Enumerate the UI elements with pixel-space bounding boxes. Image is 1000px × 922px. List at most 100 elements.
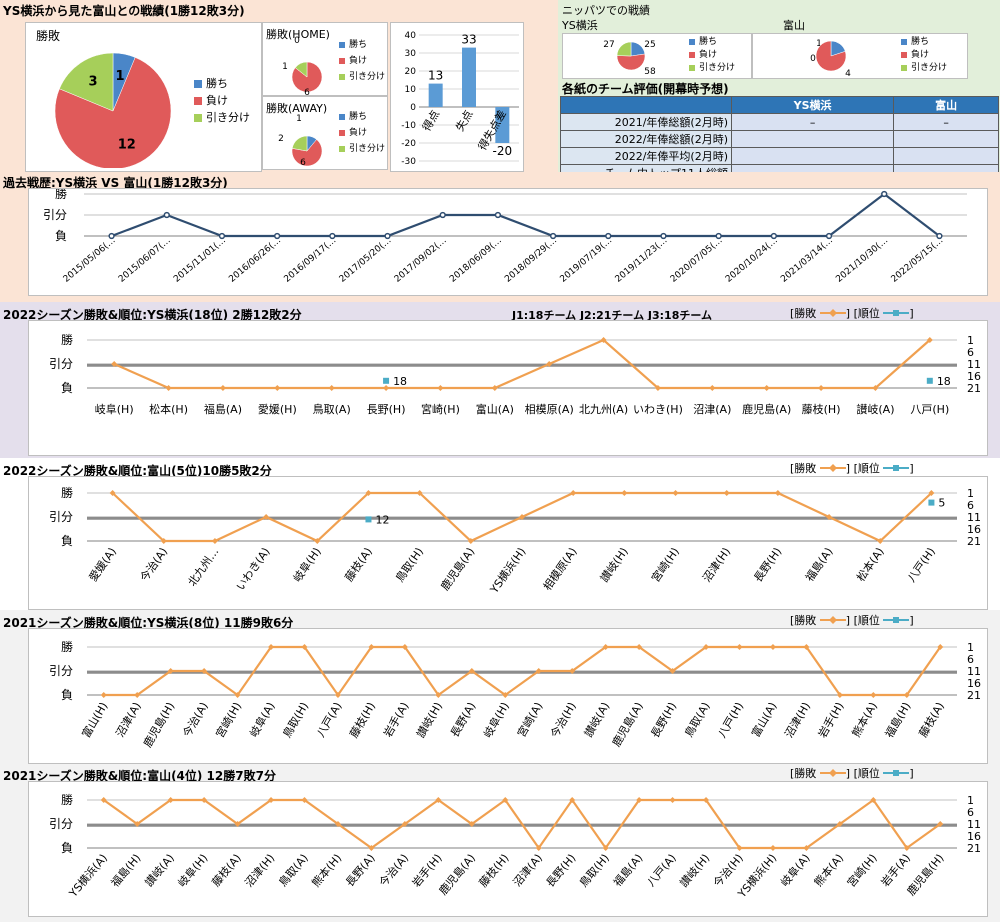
result-line xyxy=(103,645,942,697)
result-point xyxy=(263,514,270,520)
pie-label-loss: 12 xyxy=(118,138,136,153)
pie-label-draw: 27 xyxy=(603,40,614,50)
result-line xyxy=(113,338,931,390)
toyama2022-legend: [勝敗 ] [順位 ] xyxy=(790,462,914,475)
result-point xyxy=(519,514,525,520)
pie-label-draw: 3 xyxy=(88,74,97,89)
toyama2022-chart-box: 勝引分負 1 6 11 16 21 12 5 愛媛(A) 今治(A) 北九州… いわき(A) 岐阜(H)… xyxy=(28,476,988,610)
legend-wl-icon xyxy=(819,309,846,317)
x-tick-label: 讃岐(A) xyxy=(856,403,894,416)
x-tick-label: 北九州(A) xyxy=(579,403,628,416)
ys2021-legend: [勝敗 ] [順位 ] xyxy=(790,614,914,627)
legend-rank-icon xyxy=(883,465,910,471)
result-point xyxy=(468,668,475,674)
legend-wl-label: 勝敗 xyxy=(794,767,817,780)
result-axis-label: 勝 xyxy=(61,639,73,654)
x-tick-label: 沼津(H) xyxy=(242,851,278,890)
x-tick-label: 鹿児島(H) xyxy=(140,700,177,750)
result-point xyxy=(803,644,810,650)
result-point xyxy=(201,668,208,674)
rank-axis-label: 16 xyxy=(967,830,981,843)
x-tick-label: 福島(A) xyxy=(802,545,835,584)
result-point xyxy=(600,337,607,343)
result-point xyxy=(219,385,226,391)
result-point xyxy=(334,692,341,698)
result-point xyxy=(494,211,502,219)
x-tick-label: 今治(A) xyxy=(137,545,170,584)
result-point xyxy=(134,692,141,698)
result-point xyxy=(709,385,716,391)
pie-overall-legend: 勝ち 負け 引き分け xyxy=(194,75,250,126)
result-point xyxy=(134,821,141,827)
x-tick-label: 富山(H) xyxy=(79,700,111,741)
result-point xyxy=(774,490,781,496)
rank-point xyxy=(928,499,935,506)
pie-slice-loss xyxy=(815,40,847,72)
result-point xyxy=(384,232,391,240)
past-title: 過去戦歴:YS横浜 VS 富山(1勝12敗3分) xyxy=(3,176,228,190)
x-tick-label: 今治(H) xyxy=(547,700,579,741)
pie-home-chart: 0 6 1 xyxy=(282,36,323,95)
pie-label-loss: 6 xyxy=(304,88,310,95)
eval-header-row: YS横浜 富山 xyxy=(560,96,999,114)
x-tick-label: YS横浜(A) xyxy=(65,851,110,900)
eval-header-blank xyxy=(560,96,732,114)
bar-value-label: 13 xyxy=(428,69,443,83)
result-point xyxy=(870,797,877,803)
league-sizes: J1:18チーム J2:21チーム J3:18チーム xyxy=(512,309,713,322)
result-axis-label: 引分 xyxy=(49,817,73,831)
x-tick-label: 鹿児島(A) xyxy=(609,700,646,750)
eval-row: 2021/年俸総額(2月時) – – xyxy=(560,113,999,131)
rank-point-label: 12 xyxy=(375,513,389,526)
bar xyxy=(428,83,443,107)
result-point xyxy=(763,385,770,391)
result-point xyxy=(502,797,509,803)
eval-row: 2022/年俸平均(2月時) xyxy=(560,147,999,165)
x-tick-label: 2015/05/06(… xyxy=(62,236,118,285)
rank-point-label: 18 xyxy=(937,375,951,388)
y-tick-label: -30 xyxy=(401,157,416,167)
pie-label-loss: 4 xyxy=(845,69,851,78)
legend-loss: 負け xyxy=(194,92,250,109)
result-axis-label: 勝 xyxy=(61,332,73,347)
x-tick-label: 岐阜(A) xyxy=(778,852,812,890)
pie-slice-win xyxy=(630,41,646,57)
eval-header-a: YS横浜 xyxy=(730,96,895,114)
x-tick-label: 岩手(A) xyxy=(878,851,913,889)
result-point xyxy=(826,514,833,520)
result-point xyxy=(314,538,321,544)
x-tick-label: 相模原(A) xyxy=(525,403,574,416)
result-point xyxy=(201,797,208,803)
pie-label-draw: 0 xyxy=(810,54,816,64)
x-tick-label: 讃岐(H) xyxy=(598,545,631,584)
result-point xyxy=(903,692,910,698)
x-tick-label: 2016/09/17(… xyxy=(283,236,339,285)
legend-wl-icon xyxy=(819,616,846,624)
eval-cell: – xyxy=(730,113,895,131)
result-point xyxy=(435,692,442,698)
result-axis-label: 負 xyxy=(61,841,73,855)
rank-axis-label: 11 xyxy=(967,818,981,831)
pie-slice-draw xyxy=(291,135,308,152)
y-tick-label: 10 xyxy=(405,85,417,95)
x-tick-label: 2019/11/23(… xyxy=(614,236,670,285)
eval-cell xyxy=(893,130,999,148)
x-tick-label: 福島(A) xyxy=(610,851,645,889)
result-point xyxy=(654,385,661,391)
legend-wl-icon xyxy=(819,769,846,777)
result-point xyxy=(365,490,372,496)
x-tick-label: 沼津(A) xyxy=(113,700,144,740)
x-tick-label: 2018/06/09(… xyxy=(448,236,504,285)
x-tick-label: 沼津(A) xyxy=(510,851,545,889)
x-tick-label: 鳥取(H) xyxy=(392,545,426,585)
x-tick-label: 長野(H) xyxy=(544,852,579,890)
result-point xyxy=(268,644,275,650)
pie-label-win: 0 xyxy=(294,36,300,46)
x-tick-label: 八戸(H) xyxy=(715,700,746,740)
result-point xyxy=(605,232,612,240)
y-tick-label: 30 xyxy=(405,49,417,59)
x-tick-label: 愛媛(H) xyxy=(258,402,297,416)
x-tick-label: 愛媛(A) xyxy=(86,545,119,584)
result-axis-label: 勝 xyxy=(55,189,67,201)
